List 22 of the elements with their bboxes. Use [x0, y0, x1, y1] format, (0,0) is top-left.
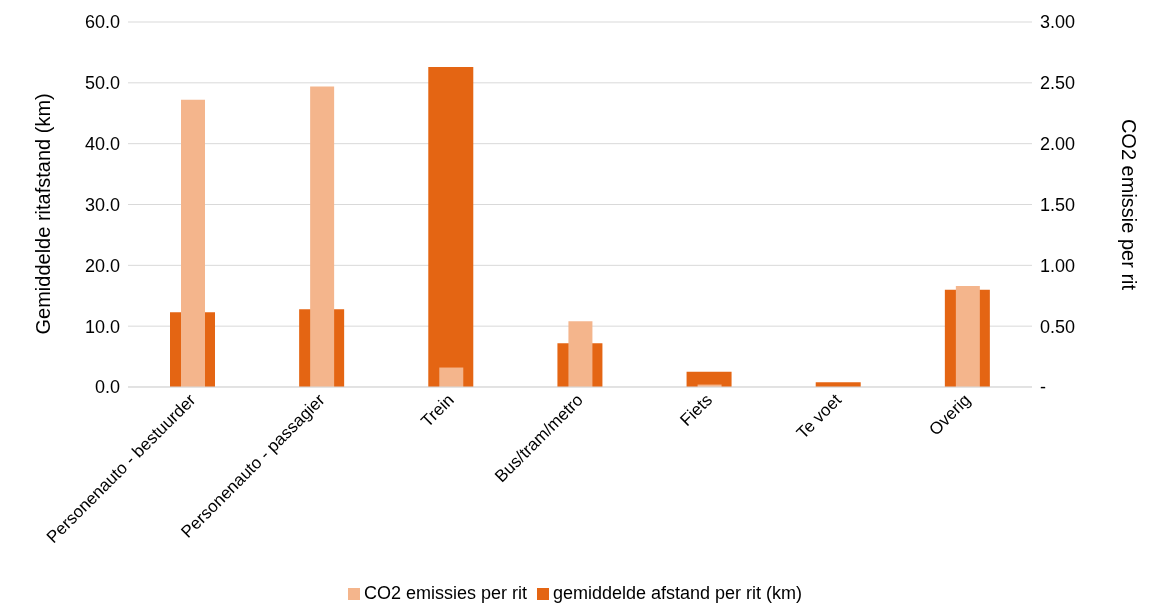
x-tick-label: Te voet — [792, 390, 846, 443]
y-tick-label: 50.0 — [84, 73, 120, 94]
bar — [439, 367, 464, 387]
y-tick-label: 0.0 — [94, 377, 120, 398]
y2-tick-label: 0.50 — [1040, 316, 1076, 337]
bar — [686, 371, 732, 387]
y2-tick-label: - — [1040, 377, 1046, 398]
y2-tick-label: 3.00 — [1040, 12, 1076, 33]
y-axis-title: Gemiddelde ritafstand (km) — [32, 93, 55, 335]
y-tick-label: 20.0 — [84, 255, 120, 276]
y2-tick-label: 2.00 — [1040, 134, 1076, 155]
y-tick-label: 40.0 — [84, 134, 120, 155]
y2-axis-title: CO2 emissie per rit — [1117, 118, 1140, 291]
y-tick-label: 10.0 — [84, 316, 120, 337]
legend-label: gemiddelde afstand per rit (km) — [552, 583, 803, 603]
legend-label: CO2 emissies per rit — [363, 583, 527, 603]
y2-tick-label: 1.00 — [1040, 255, 1076, 276]
y-tick-label: 30.0 — [84, 194, 120, 215]
y2-tick-label: 2.50 — [1040, 73, 1076, 94]
bar — [428, 67, 474, 387]
y2-tick-label: 1.50 — [1040, 194, 1076, 215]
y-tick-label: 60.0 — [84, 12, 120, 33]
